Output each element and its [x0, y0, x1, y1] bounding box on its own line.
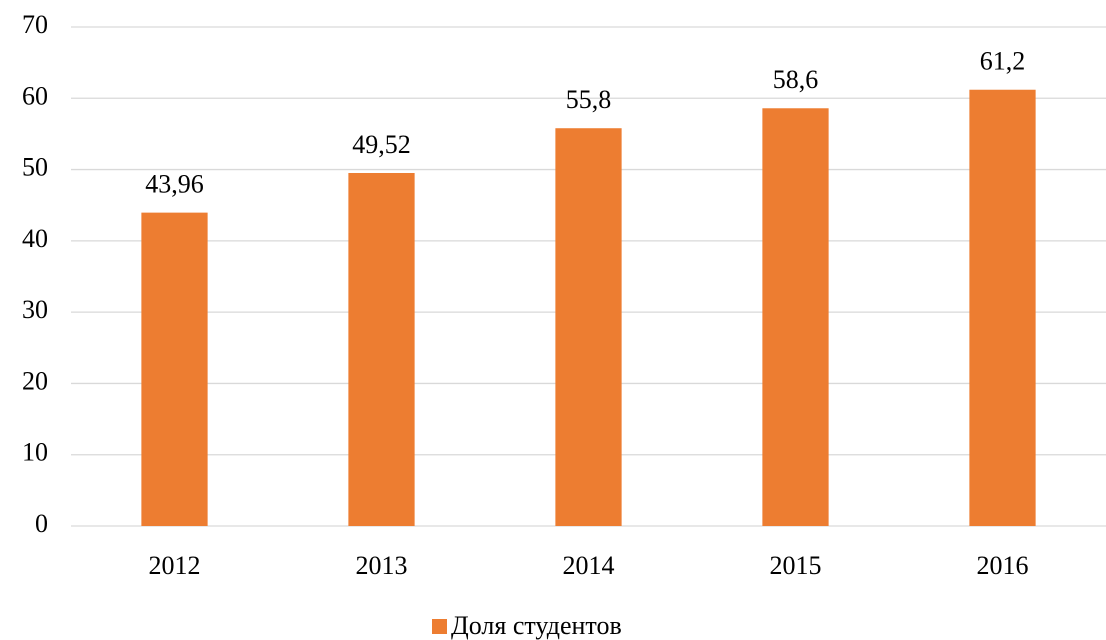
bar — [141, 212, 208, 527]
y-tick-label: 20 — [22, 366, 48, 395]
legend-label: Доля студентов — [451, 611, 622, 640]
x-tick-label: 2016 — [977, 551, 1029, 580]
bar — [762, 108, 829, 526]
x-tick-label: 2015 — [770, 551, 822, 580]
y-tick-label: 60 — [22, 81, 48, 110]
value-label: 49,52 — [352, 130, 411, 159]
value-label: 43,96 — [145, 170, 204, 199]
bar — [555, 128, 622, 526]
y-tick-label: 10 — [22, 438, 48, 467]
y-tick-label: 30 — [22, 295, 48, 324]
x-tick-label: 2012 — [149, 551, 201, 580]
y-tick-label: 50 — [22, 153, 48, 182]
bar — [969, 89, 1036, 526]
y-tick-label: 0 — [35, 509, 48, 538]
value-label: 61,2 — [980, 47, 1026, 76]
y-tick-label: 70 — [22, 10, 48, 39]
legend-swatch — [432, 619, 447, 634]
y-tick-label: 40 — [22, 224, 48, 253]
x-tick-label: 2013 — [356, 551, 408, 580]
value-label: 55,8 — [566, 85, 612, 114]
value-label: 58,6 — [773, 65, 819, 94]
bar — [348, 172, 415, 526]
x-tick-label: 2014 — [563, 551, 615, 580]
